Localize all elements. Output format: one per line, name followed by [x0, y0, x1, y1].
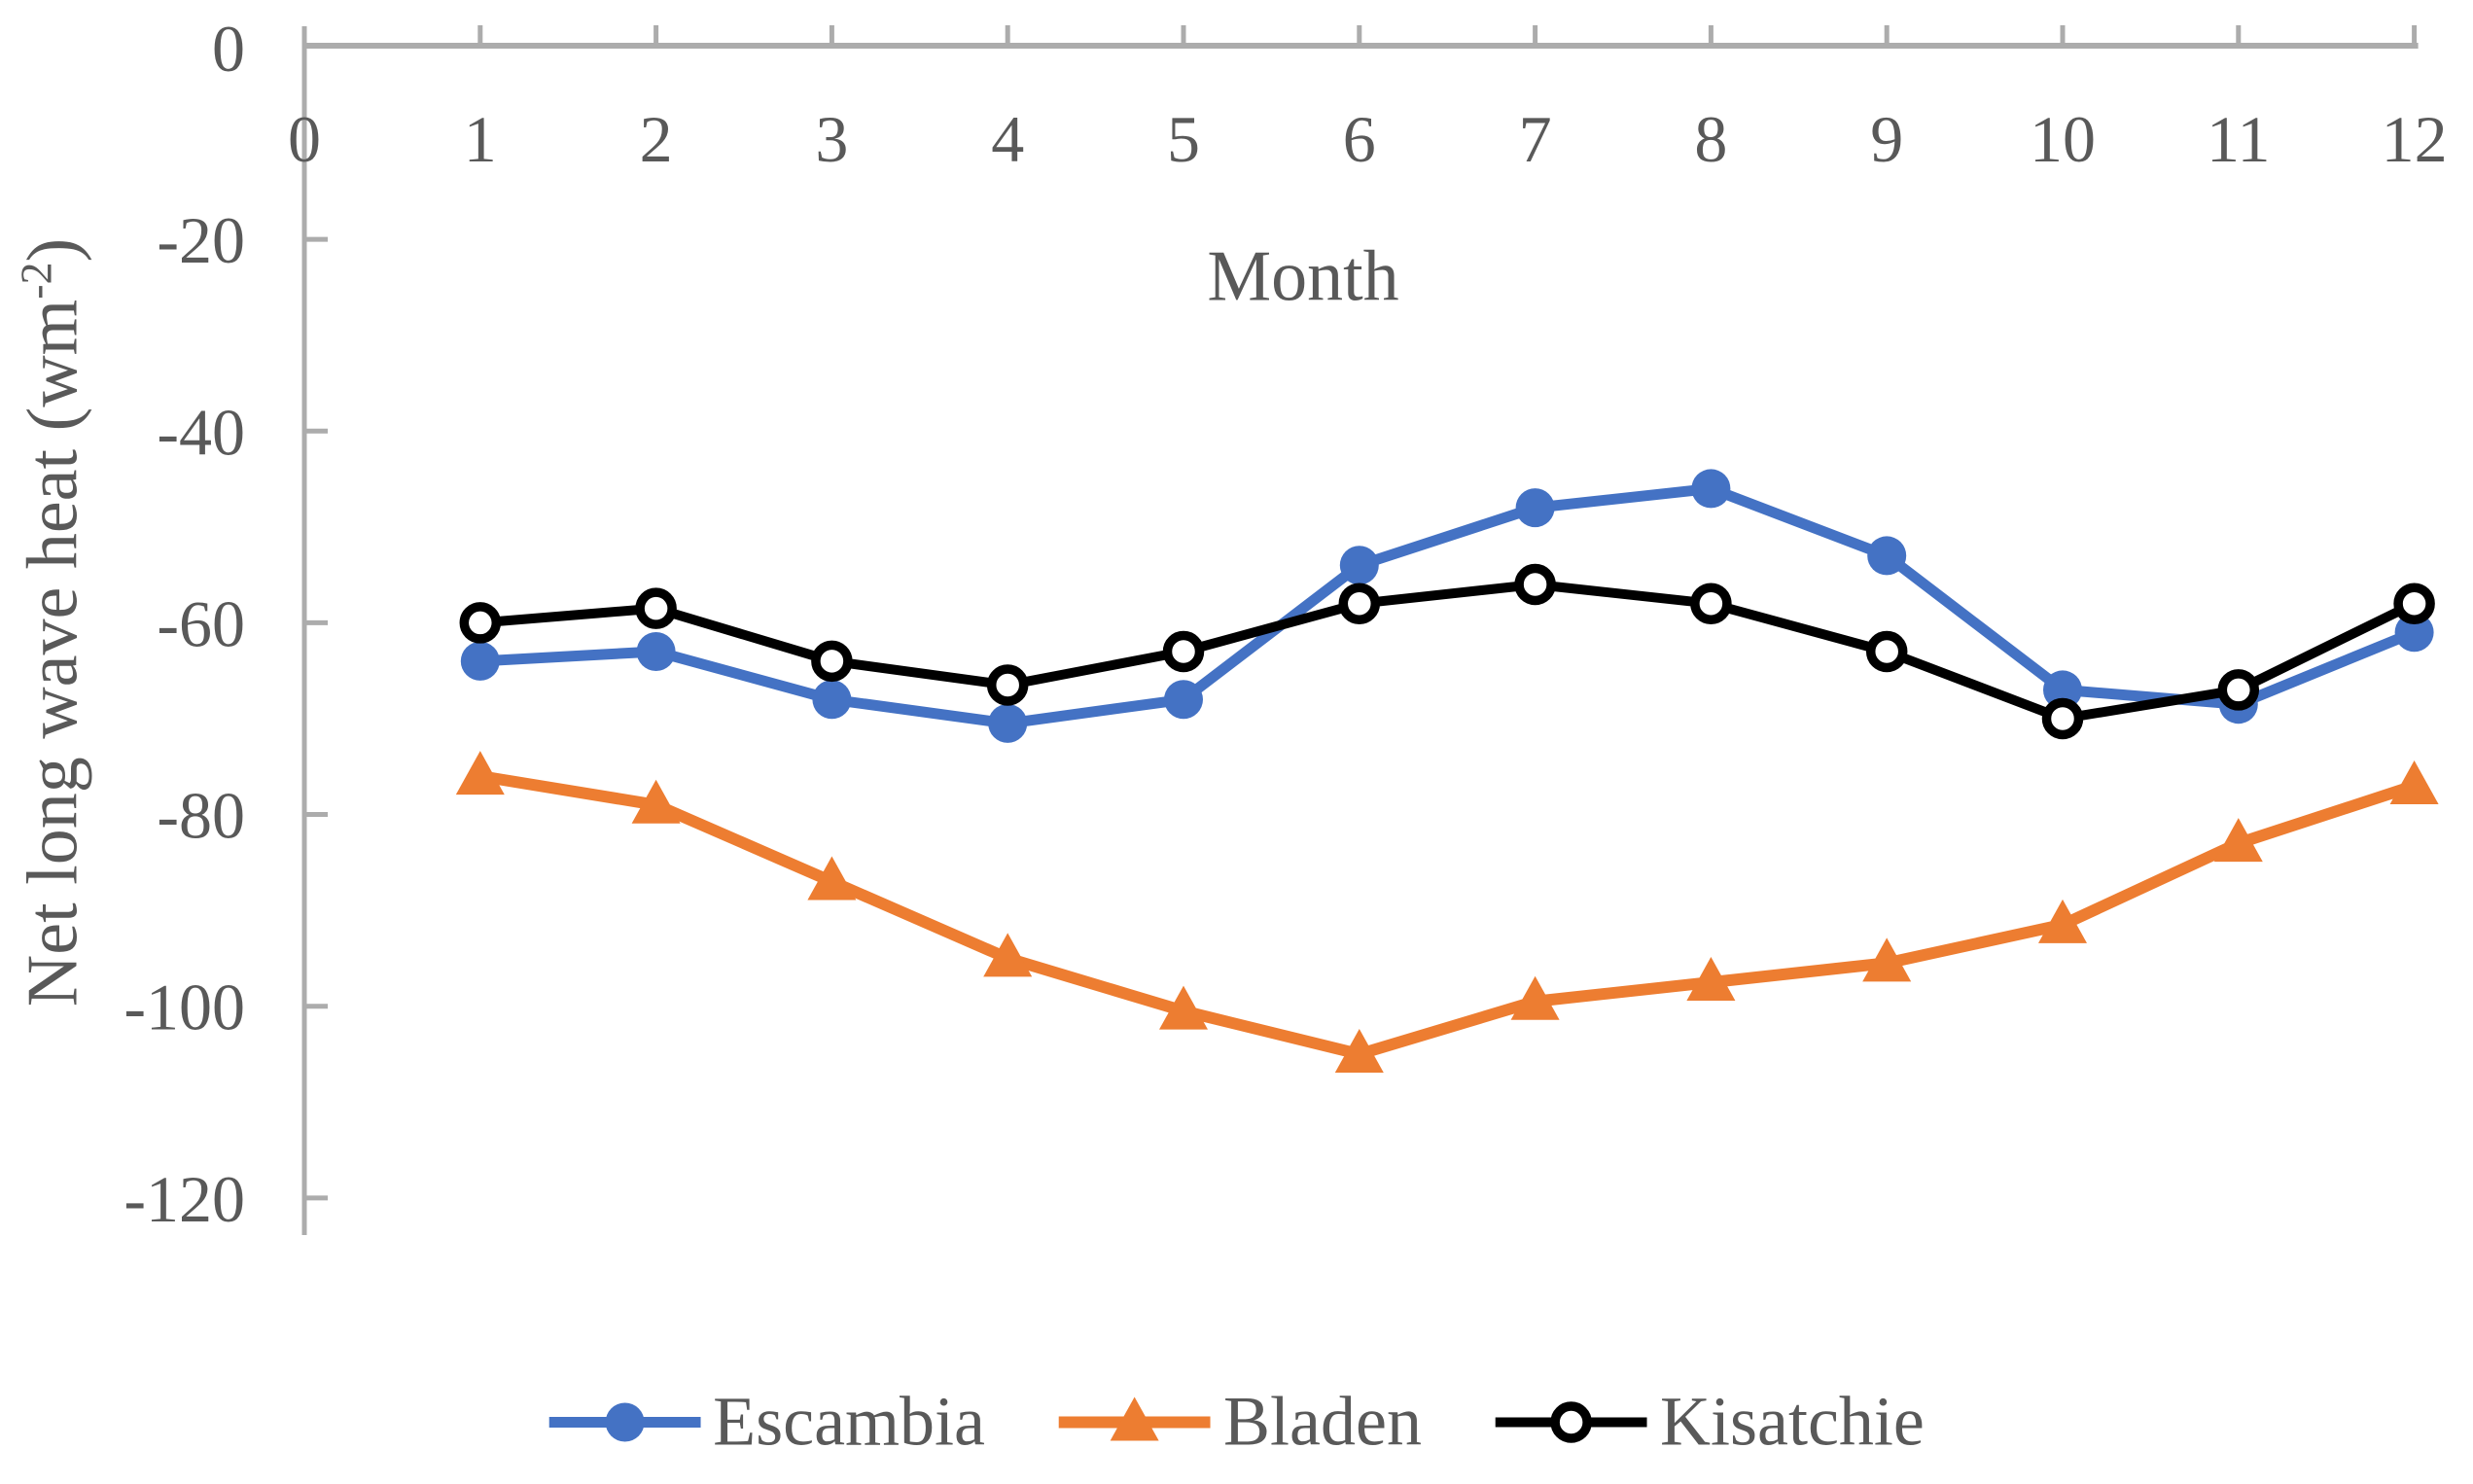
- x-tick-label: 12: [2382, 102, 2448, 176]
- data-point-marker: [1334, 1028, 1384, 1073]
- data-point-marker: [460, 641, 500, 681]
- y-axis-title-superscript: -2: [11, 262, 61, 300]
- x-tick-label: 2: [640, 102, 673, 176]
- data-point-marker: [983, 933, 1033, 977]
- data-point-marker: [2213, 818, 2263, 863]
- x-tick-label: 6: [1343, 102, 1376, 176]
- data-point-marker: [636, 631, 676, 671]
- data-point-marker: [1690, 583, 1732, 624]
- data-point-marker: [635, 587, 677, 629]
- x-tick-label: 5: [1167, 102, 1200, 176]
- data-point-marker: [1159, 985, 1208, 1030]
- data-point-marker: [1338, 583, 1381, 624]
- legend-label: Escambia: [713, 1382, 986, 1461]
- y-tick-label: -60: [157, 586, 245, 660]
- legend-item-kisatchie: Kisatchie: [1495, 1382, 1925, 1463]
- x-tick-label: 10: [2030, 102, 2096, 176]
- data-point-marker: [1162, 630, 1205, 673]
- data-point-marker: [2394, 613, 2434, 653]
- data-point-marker: [2389, 760, 2439, 804]
- legend-marker-circle-open: [1495, 1400, 1647, 1443]
- y-axis-title: Net long wave heat (wm-2): [11, 237, 95, 1007]
- data-point-marker: [1515, 488, 1555, 528]
- data-point-marker: [1865, 630, 1908, 673]
- series-kisatchie: [459, 563, 2435, 740]
- x-tick-label: 1: [464, 102, 497, 176]
- data-point-marker: [807, 856, 857, 901]
- data-point-marker: [1339, 546, 1379, 585]
- data-point-marker: [2393, 583, 2435, 624]
- data-point-marker: [1867, 536, 1907, 576]
- series-bladen: [455, 751, 2439, 1073]
- legend-item-escambia: Escambia: [548, 1382, 985, 1463]
- y-axis-ticks: 0 -20 -40 -60 -80 -100 -120: [124, 12, 328, 1236]
- data-point-marker: [605, 1402, 645, 1441]
- x-axis-title: Month: [1207, 236, 1399, 317]
- series-line: [475, 482, 2420, 729]
- y-axis-title-close: ): [13, 237, 93, 263]
- series-line: [474, 770, 2420, 1060]
- data-point-marker: [1550, 1400, 1593, 1443]
- series-line: [475, 579, 2420, 724]
- legend-marker-circle-filled: [548, 1402, 701, 1441]
- x-tick-label: 9: [1870, 102, 1903, 176]
- legend-item-bladen: Bladen: [1059, 1382, 1422, 1463]
- data-point-marker: [2041, 697, 2084, 740]
- y-tick-label: -20: [157, 203, 245, 277]
- legend-label: Kisatchie: [1659, 1382, 1925, 1461]
- x-axis-ticks: 0 1 2 3 4 5 6 7 8 9 10 11 12: [288, 25, 2448, 176]
- y-tick-label: -120: [124, 1162, 245, 1236]
- y-tick-label: 0: [212, 12, 245, 86]
- data-point-marker: [1510, 975, 1560, 1020]
- data-point-marker: [631, 779, 681, 824]
- data-point-marker: [1164, 680, 1203, 720]
- data-point-marker: [811, 640, 853, 683]
- legend-label: Bladen: [1223, 1382, 1422, 1461]
- data-point-marker: [2043, 670, 2082, 710]
- y-tick-label: -40: [157, 395, 245, 469]
- data-point-marker: [2038, 899, 2087, 943]
- data-point-marker: [455, 751, 505, 795]
- data-point-marker: [2217, 669, 2260, 711]
- data-point-marker: [1862, 937, 1912, 982]
- x-tick-label: 4: [991, 102, 1024, 176]
- legend-marker-triangle-filled: [1059, 1396, 1212, 1440]
- x-tick-label: 11: [2207, 102, 2270, 176]
- data-point-marker: [1691, 469, 1731, 509]
- data-point-marker: [812, 680, 852, 720]
- y-tick-label: -100: [124, 971, 245, 1044]
- data-point-marker: [1686, 957, 1736, 1002]
- data-point-marker: [1514, 563, 1556, 606]
- data-point-marker: [459, 602, 502, 644]
- x-tick-label: 0: [288, 102, 321, 176]
- legend: Escambia Bladen Kisatchie: [548, 1382, 1925, 1463]
- x-tick-label: 7: [1519, 102, 1552, 176]
- y-tick-label: -80: [157, 779, 245, 853]
- data-point-marker: [986, 664, 1029, 706]
- x-tick-label: 8: [1694, 102, 1727, 176]
- data-point-marker: [988, 703, 1028, 743]
- x-tick-label: 3: [815, 102, 848, 176]
- y-axis-title-text: Net long wave heat (wm: [13, 299, 93, 1007]
- data-point-marker: [1111, 1396, 1160, 1440]
